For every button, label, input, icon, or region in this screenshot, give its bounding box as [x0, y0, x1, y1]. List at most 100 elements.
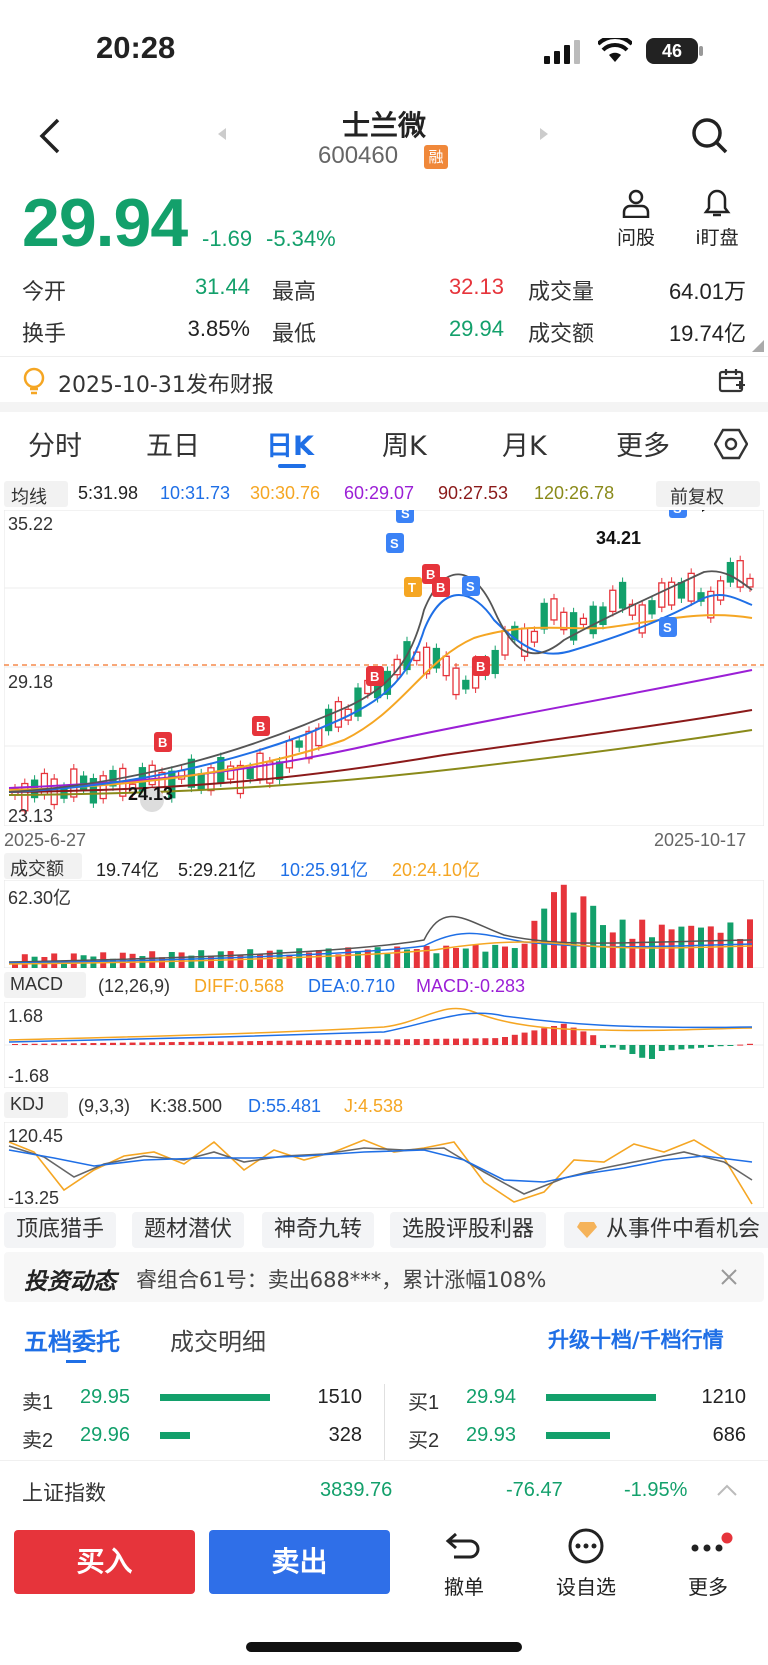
macd-chart[interactable]: [4, 1002, 764, 1088]
macd-bar: [590, 1035, 597, 1045]
search-icon[interactable]: [690, 116, 730, 156]
ma10-value: 10:31.73: [160, 483, 231, 503]
macd-bar: [364, 1039, 371, 1045]
candle-body: [70, 768, 78, 798]
tab-trade-details[interactable]: 成交明细: [170, 1328, 266, 1356]
volume-chart[interactable]: [4, 880, 764, 968]
vol-ma10: 10:25.91亿: [280, 860, 369, 880]
candle-body: [79, 775, 88, 790]
macd-dea: DEA:0.710: [308, 976, 396, 996]
candle-body: [579, 617, 588, 626]
tab-intraday[interactable]: 分时: [28, 431, 82, 462]
next-stock-icon[interactable]: [538, 126, 550, 142]
svg-text:B: B: [476, 659, 485, 674]
candle-body: [609, 589, 617, 613]
ma-toggle-label: 均线: [11, 487, 47, 507]
sell-signal-marker: S: [669, 510, 687, 518]
divider: [0, 402, 768, 412]
volume-y-top: 62.30亿: [8, 888, 72, 908]
tab-five-day[interactable]: 五日: [146, 431, 200, 462]
kdj-toggle[interactable]: KDJ: [4, 1092, 68, 1118]
svg-text:S: S: [673, 510, 682, 516]
volume-bar: [335, 954, 342, 968]
candle-body: [452, 667, 460, 696]
candle-body: [432, 647, 441, 669]
macd-bar: [698, 1045, 704, 1048]
macd-bar: [551, 1026, 557, 1045]
price-change-pct: -5.34%: [266, 226, 336, 251]
macd-bar: [266, 1040, 273, 1045]
candle-body: [736, 560, 744, 588]
tab-daily-k[interactable]: 日K: [266, 431, 314, 462]
macd-bar: [306, 1040, 312, 1045]
signal-markers: S S T B B S B B B B S S: [154, 510, 687, 752]
kdj-chart[interactable]: [4, 1122, 764, 1208]
back-icon[interactable]: [36, 116, 64, 156]
tab-weekly-k[interactable]: 周K: [382, 431, 427, 462]
sell1-label: 卖1: [22, 1392, 54, 1414]
sell2-qty: 328: [328, 1424, 362, 1446]
calendar-icon[interactable]: [718, 367, 746, 395]
kline-chart[interactable]: S S T B B S B B B B S S: [4, 510, 764, 826]
macd-bar: [619, 1045, 626, 1050]
notice-text: 2025-10-31发布财报: [58, 373, 274, 398]
volume-bar: [629, 938, 636, 968]
index-ticker[interactable]: 上证指数 3839.76 -76.47 -1.95%: [0, 1460, 768, 1522]
kdj-toggle-label: KDJ: [10, 1094, 45, 1114]
volume-bar: [315, 950, 322, 968]
index-name: 上证指数: [22, 1481, 106, 1505]
tag-theme-ambush[interactable]: 题材潜伏: [132, 1212, 245, 1248]
macd-bar: [717, 1045, 724, 1047]
sell-button[interactable]: 卖出: [209, 1530, 390, 1594]
volume-bar: [551, 892, 557, 968]
expand-corner-icon[interactable]: [752, 340, 764, 352]
ma-toggle[interactable]: 均线: [4, 481, 68, 507]
macd-toggle[interactable]: MACD: [4, 972, 86, 998]
tag-magic-nine[interactable]: 神奇九转: [262, 1212, 375, 1248]
volume-bar: [188, 955, 195, 968]
macd-bar: [511, 1034, 518, 1045]
macd-bar: [747, 1043, 753, 1045]
close-icon[interactable]: [720, 1268, 738, 1286]
tab-five-level[interactable]: 五档委托: [24, 1328, 120, 1356]
macd-bar: [296, 1040, 303, 1045]
volume-bar: [737, 938, 744, 968]
chevron-up-icon[interactable]: [716, 1483, 738, 1497]
candle-body: [99, 775, 107, 800]
ask-stock-button[interactable]: 问股: [606, 188, 666, 250]
upgrade-link[interactable]: 升级十档/千档行情: [548, 1328, 724, 1352]
prev-stock-icon[interactable]: [216, 126, 228, 142]
watch-market-button[interactable]: i盯盘: [686, 188, 748, 250]
ma60-value: 60:29.07: [344, 483, 415, 503]
chart-cursor-icon[interactable]: [140, 788, 164, 812]
add-watchlist-button[interactable]: 设自选: [546, 1528, 626, 1600]
investment-news-bar[interactable]: 投资动态 睿组合61号：卖出688***，累计涨幅108%: [4, 1252, 764, 1302]
volume-bar: [423, 945, 430, 968]
buy-button[interactable]: 买入: [14, 1530, 195, 1594]
settings-icon[interactable]: [714, 428, 748, 460]
kline-y-top: 35.22: [8, 514, 54, 534]
tag-event-opportunity[interactable]: 从事件中看机会: [564, 1212, 768, 1248]
macd-bar: [315, 1040, 322, 1045]
candle-body: [491, 649, 499, 675]
earnings-notice[interactable]: 2025-10-31发布财报: [0, 356, 768, 402]
tab-more[interactable]: 更多: [616, 431, 670, 462]
macd-toggle-label: MACD: [10, 974, 63, 994]
candle-body: [658, 582, 666, 608]
volume-bar: [12, 962, 18, 968]
candle-body: [677, 582, 686, 599]
tag-bottom-top-hunter[interactable]: 顶底猎手: [4, 1212, 117, 1248]
macd-bar: [247, 1041, 254, 1045]
signal-icon: [544, 40, 580, 64]
more-button[interactable]: 更多: [668, 1528, 748, 1600]
volume-toggle[interactable]: 成交额: [4, 853, 82, 879]
volume-bar: [482, 951, 489, 968]
macd-value: MACD:-0.283: [416, 976, 526, 996]
tab-monthly-k[interactable]: 月K: [502, 431, 547, 462]
candle-body: [550, 598, 558, 621]
macd-bar: [188, 1041, 195, 1045]
adjust-selector[interactable]: 前复权: [656, 481, 760, 507]
cancel-order-button[interactable]: 撤单: [424, 1528, 504, 1600]
macd-bar: [355, 1039, 361, 1045]
tag-stock-picker[interactable]: 选股评股利器: [390, 1212, 547, 1248]
